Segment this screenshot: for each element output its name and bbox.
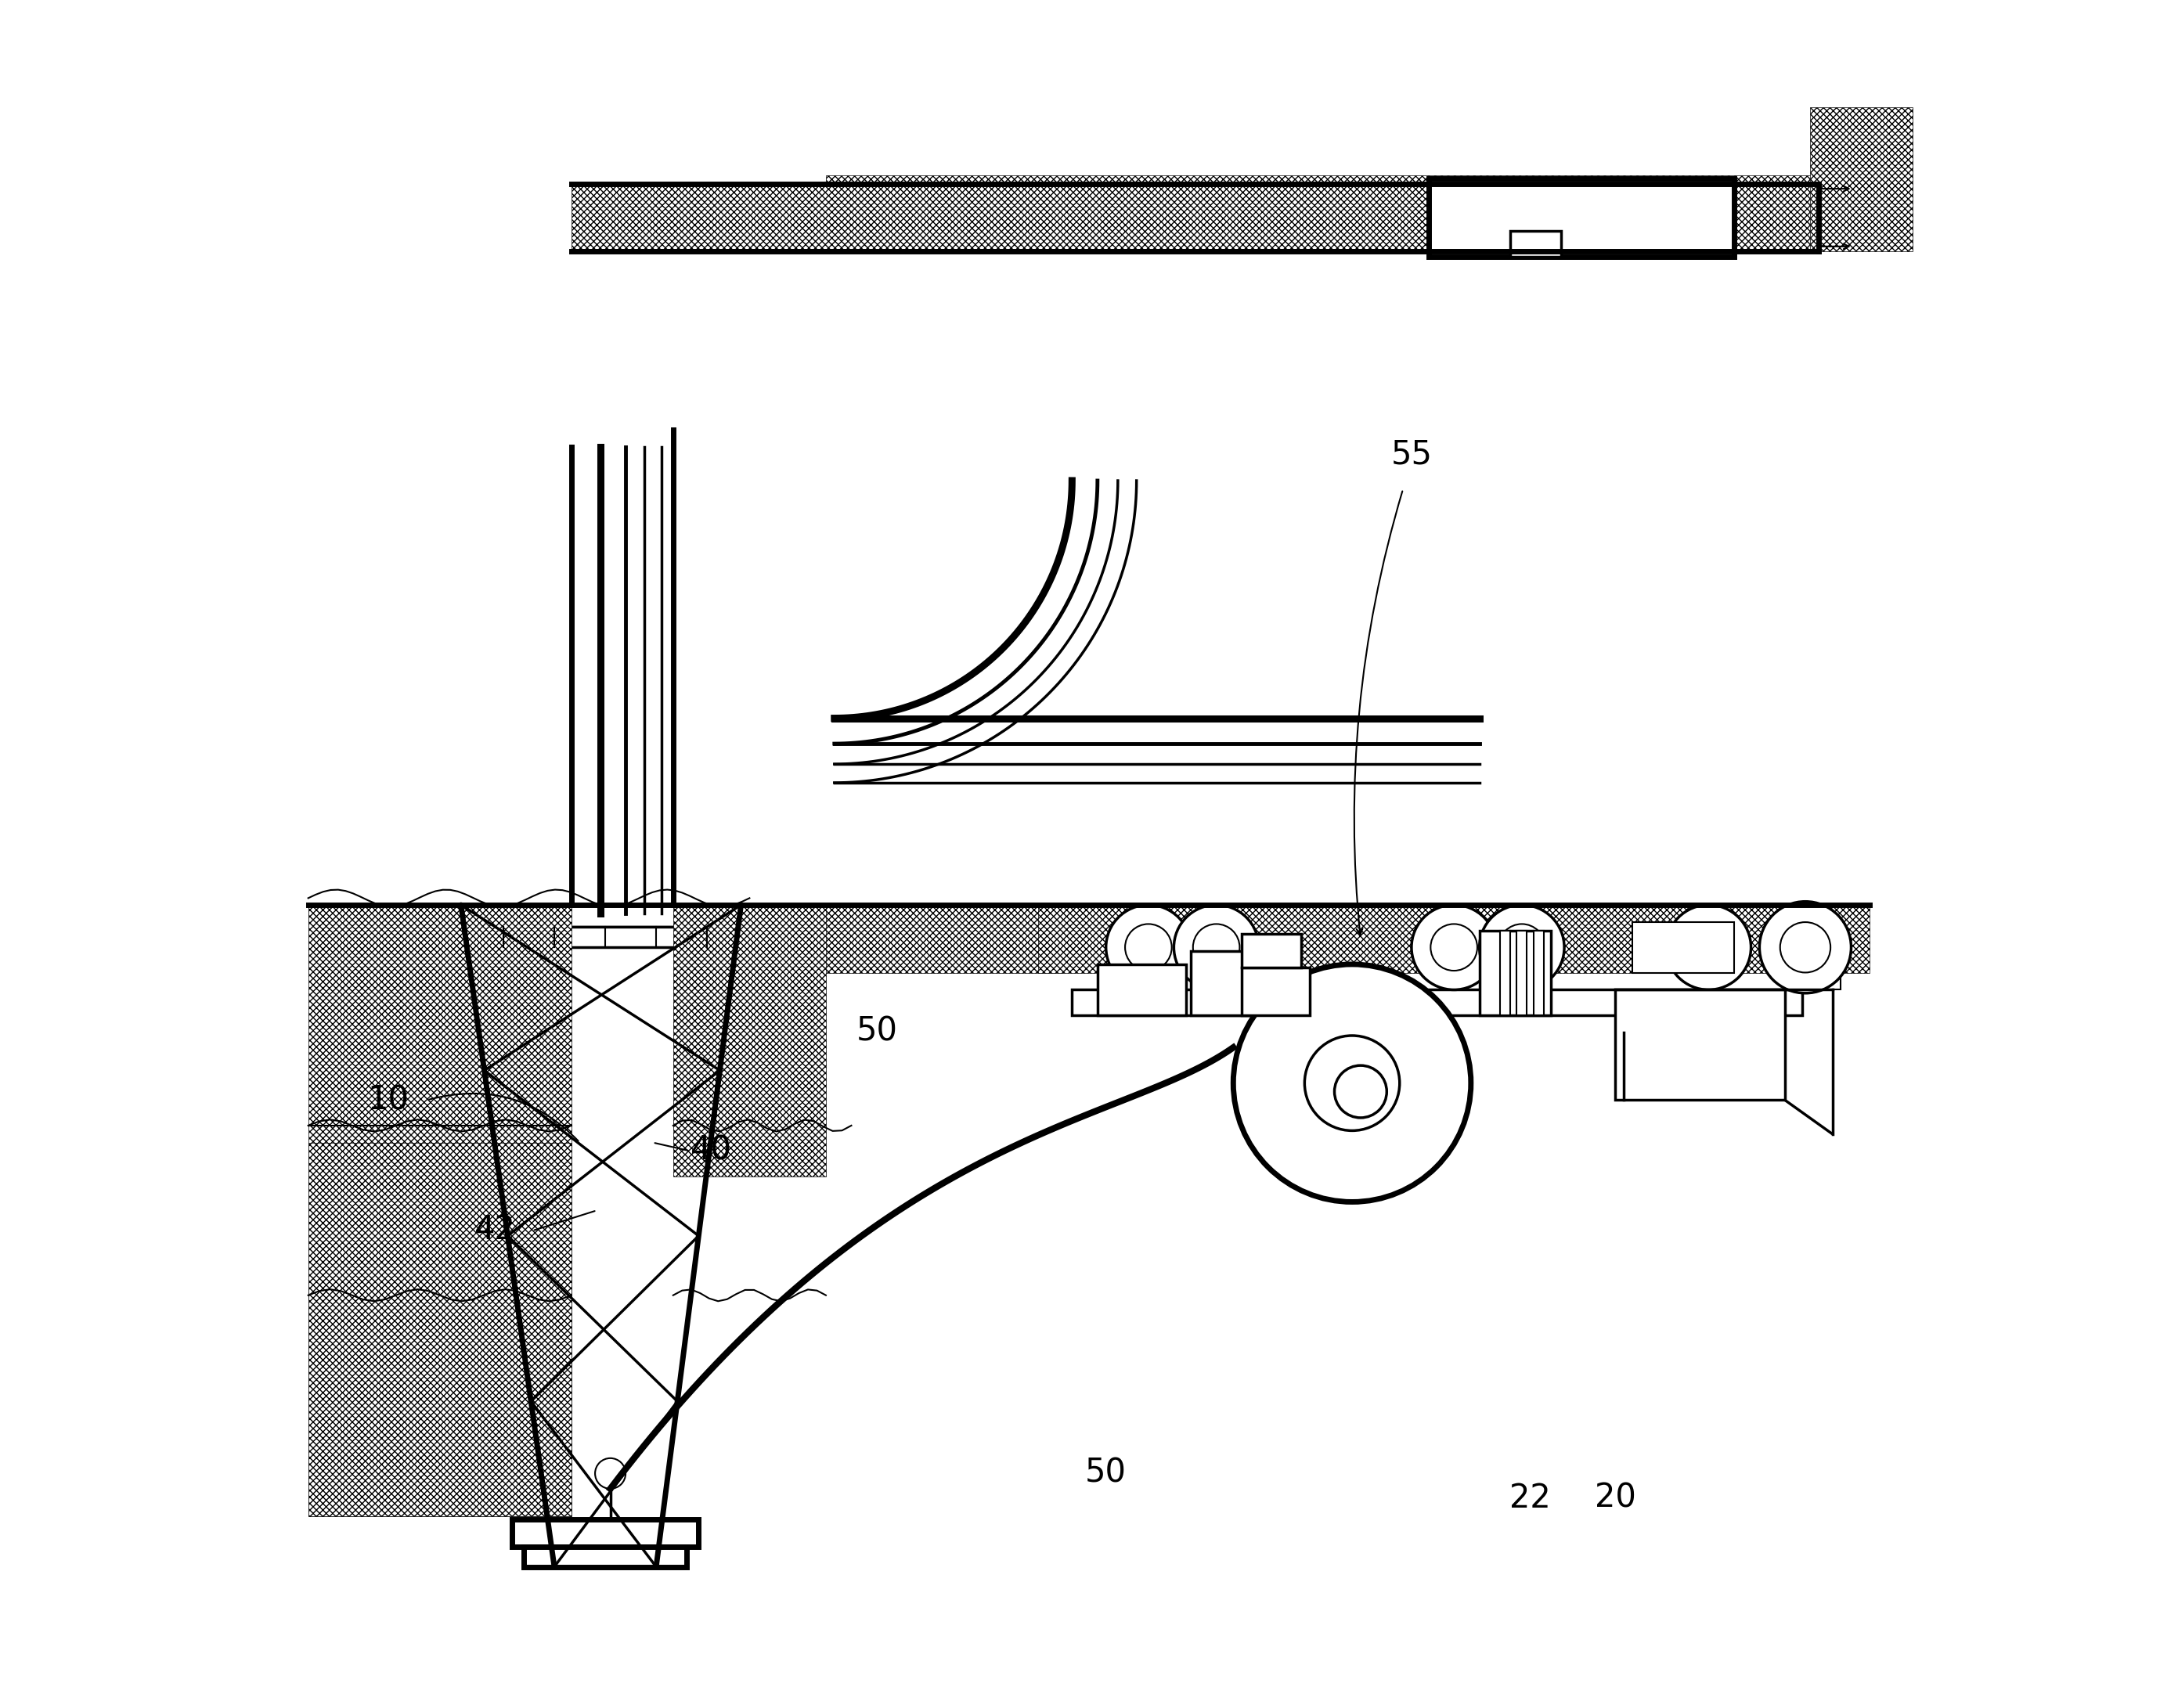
Bar	[1823, 956, 1840, 989]
Circle shape	[1779, 922, 1830, 972]
Text: 55: 55	[1392, 437, 1433, 471]
Bar	[309, 905, 453, 974]
Text: 20: 20	[1594, 1481, 1636, 1515]
Text: 40: 40	[690, 1134, 732, 1167]
Circle shape	[1106, 905, 1191, 989]
Bar	[1810, 108, 1912, 251]
Bar	[1241, 934, 1300, 968]
Bar	[1616, 989, 1786, 1100]
Bar	[1191, 951, 1259, 1015]
Circle shape	[1126, 924, 1172, 970]
Bar	[512, 1520, 699, 1546]
Bar	[453, 927, 749, 948]
Bar	[523, 1546, 686, 1566]
Bar	[673, 905, 825, 1177]
Bar	[1098, 965, 1185, 1015]
Bar	[1631, 922, 1734, 974]
Bar	[1429, 179, 1734, 256]
Circle shape	[1666, 905, 1751, 989]
Bar	[1533, 931, 1544, 1015]
Circle shape	[1431, 924, 1477, 970]
Text: 22: 22	[1509, 1481, 1551, 1515]
Circle shape	[1479, 905, 1564, 989]
Text: 10: 10	[368, 1083, 409, 1117]
Circle shape	[595, 1459, 625, 1489]
Circle shape	[1305, 1035, 1400, 1131]
Circle shape	[1411, 905, 1496, 989]
Bar	[309, 1143, 571, 1517]
Circle shape	[1233, 965, 1470, 1202]
Bar	[1501, 931, 1509, 1015]
Circle shape	[1686, 924, 1732, 970]
Text: 50: 50	[856, 1015, 897, 1047]
Bar	[758, 905, 1063, 974]
Text: 42: 42	[475, 1213, 516, 1247]
Circle shape	[1498, 924, 1544, 970]
Bar	[1039, 905, 1869, 974]
Bar	[436, 905, 767, 927]
Bar	[571, 184, 1819, 251]
Text: 50: 50	[1085, 1457, 1126, 1489]
Bar	[1509, 231, 1562, 256]
Bar	[1241, 968, 1309, 1015]
Bar	[1072, 989, 1801, 1015]
Bar	[309, 905, 571, 1517]
Bar	[1516, 931, 1527, 1015]
Circle shape	[1760, 902, 1851, 992]
Circle shape	[1174, 905, 1259, 989]
Circle shape	[1194, 924, 1239, 970]
Bar	[825, 176, 1819, 234]
Bar	[1479, 931, 1551, 1015]
Circle shape	[1335, 1066, 1387, 1117]
